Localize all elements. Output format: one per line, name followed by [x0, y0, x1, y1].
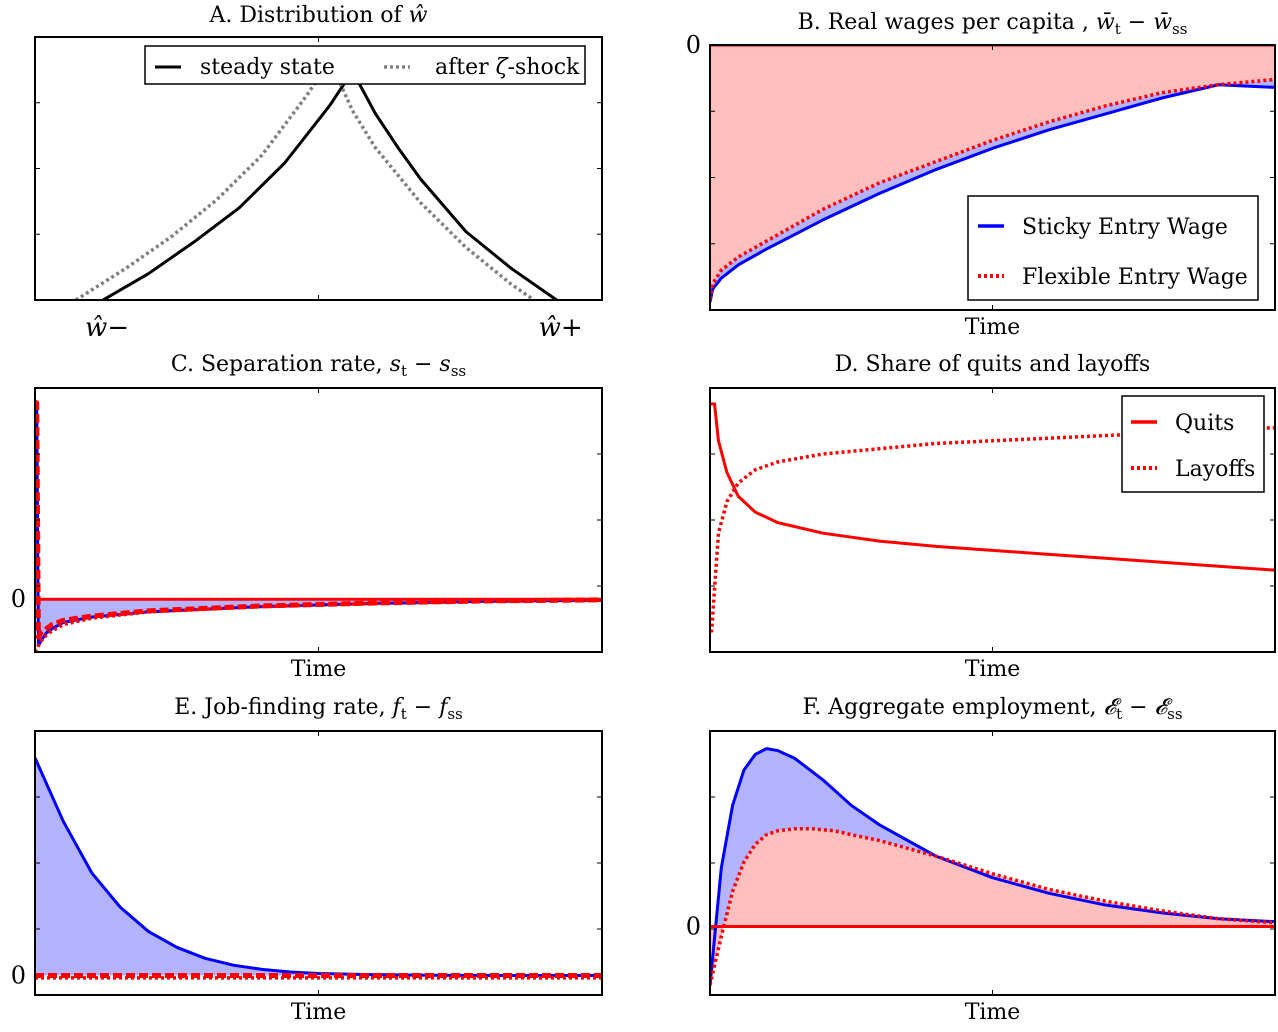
frame-ticks: [710, 731, 1275, 995]
x-axis-label: Time: [291, 1000, 347, 1025]
panel-title: C. Separation rate, st − sss: [171, 352, 466, 380]
x-tick-label: ŵ−: [85, 313, 129, 343]
panel-title: A. Distribution of ŵ: [209, 3, 428, 28]
frame-ticks: [35, 388, 602, 652]
plot-area: [35, 400, 602, 652]
x-tick-label: ŵ+: [539, 313, 583, 343]
legend-label: after ζ-shock: [435, 55, 580, 80]
y-tick-label: 0: [11, 585, 26, 613]
x-axis-label: Time: [291, 657, 347, 682]
series-line-flexible-entry-wage: [710, 77, 1275, 300]
series-line-after-shock: [74, 58, 535, 300]
plot-area: [74, 58, 558, 300]
series-line-quits: [710, 402, 1275, 572]
legend-label: steady state: [200, 55, 335, 80]
legend-label: Sticky Entry Wage: [1022, 215, 1228, 240]
panel-e: E. Job-finding rate, ft − fss Time 0: [11, 695, 603, 1025]
series-line-sticky-entry-wage: [710, 83, 1275, 303]
panel-f: F. Aggregate employment, 𝓔t − 𝓔ss Time 0: [686, 695, 1276, 1025]
y-tick-label: 0: [686, 913, 701, 941]
series-line-steady-state: [102, 69, 558, 300]
y-tick-label: 0: [686, 31, 701, 59]
series-line-series: [35, 598, 602, 652]
frame-ticks: [35, 37, 602, 300]
series-line-series: [710, 827, 1275, 986]
panel-d: D. Share of quits and layoffs Time Quits La…: [709, 352, 1276, 682]
panel-title: B. Real wages per capita , w̄t − w̄ss: [798, 10, 1188, 38]
x-axis-label: Time: [965, 1000, 1021, 1025]
frame-ticks: [710, 45, 1275, 310]
legend: Quits Layoffs: [1121, 395, 1265, 493]
panel-title: F. Aggregate employment, 𝓔t − 𝓔ss: [802, 695, 1182, 723]
series-line-series: [35, 400, 602, 640]
legend-label: Quits: [1175, 411, 1234, 436]
x-axis-label: Time: [965, 657, 1021, 682]
x-axis-label: Time: [965, 315, 1021, 340]
panel-c: C. Separation rate, st − sss Time 0: [11, 352, 603, 682]
area-fill-series: [710, 828, 1275, 986]
area-fill-series: [35, 402, 602, 646]
panel-title: E. Job-finding rate, ft − fss: [174, 695, 463, 723]
area-fill-flexible-entry-wage: [710, 45, 1275, 300]
legend: Sticky Entry Wage Flexible Entry Wage: [967, 195, 1259, 301]
panel-a: A. Distribution of ŵ ŵ− ŵ+ steady state afte…: [34, 3, 603, 343]
plot-area: [710, 45, 1275, 303]
legend: steady state after ζ-shock: [144, 45, 586, 85]
panel-b: B. Real wages per capita , w̄t − w̄ss Tim…: [686, 10, 1276, 340]
legend-label: Layoffs: [1175, 457, 1255, 482]
y-tick-label: 0: [11, 961, 26, 989]
series-line-series: [710, 747, 1275, 986]
plot-area: [35, 757, 602, 980]
frame-ticks: [35, 731, 602, 995]
panel-title: D. Share of quits and layoffs: [835, 352, 1151, 377]
area-fill-series: [35, 757, 602, 976]
frame-ticks: [710, 388, 1275, 652]
plot-area: [710, 747, 1275, 986]
legend-label: Flexible Entry Wage: [1022, 265, 1248, 290]
series-line-series: [35, 757, 602, 977]
